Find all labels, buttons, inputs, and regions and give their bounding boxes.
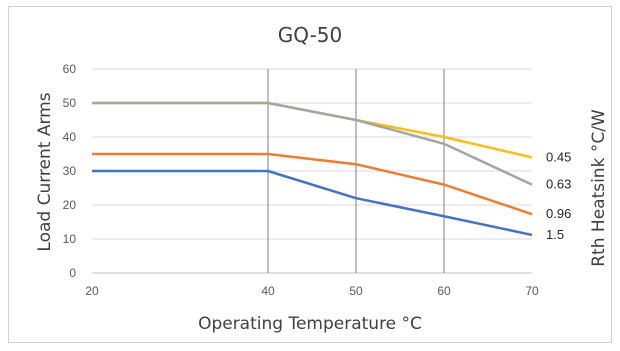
chart-title: GQ-50 <box>278 23 342 47</box>
y-tick-label: 10 <box>63 232 77 246</box>
x-tick-labels: 20 40 50 60 70 <box>85 284 539 298</box>
x-tick-label: 70 <box>525 284 539 298</box>
x-axis-title: Operating Temperature °C <box>198 314 422 334</box>
x-tick-label: 60 <box>437 284 451 298</box>
series-line <box>92 152 533 216</box>
y-tick-label: 30 <box>63 164 77 178</box>
y-tick-label: 60 <box>63 62 77 76</box>
y-tick-labels: 0 10 20 30 40 50 60 <box>63 62 77 280</box>
series-label: 0.45 <box>546 149 571 164</box>
x-tick-label: 50 <box>349 284 363 298</box>
y-tick-label: 40 <box>63 130 77 144</box>
series-lines <box>92 101 533 237</box>
y-axis-title: Load Current Arms <box>35 92 55 251</box>
series-label: 0.63 <box>546 177 571 192</box>
y2-axis-title: Rth Heatsink °C/W <box>589 109 609 267</box>
series-line <box>92 169 533 237</box>
series-line <box>92 101 533 186</box>
series-labels: 0.45 0.63 0.96 1.5 <box>546 149 571 242</box>
x-tick-label: 40 <box>261 284 275 298</box>
y-tick-label: 0 <box>69 266 76 280</box>
x-tick-label: 20 <box>85 284 99 298</box>
y-tick-label: 50 <box>63 96 77 110</box>
gridlines <box>92 68 532 274</box>
series-label: 0.96 <box>546 206 571 221</box>
y-tick-label: 20 <box>63 198 77 212</box>
series-label: 1.5 <box>546 227 564 242</box>
